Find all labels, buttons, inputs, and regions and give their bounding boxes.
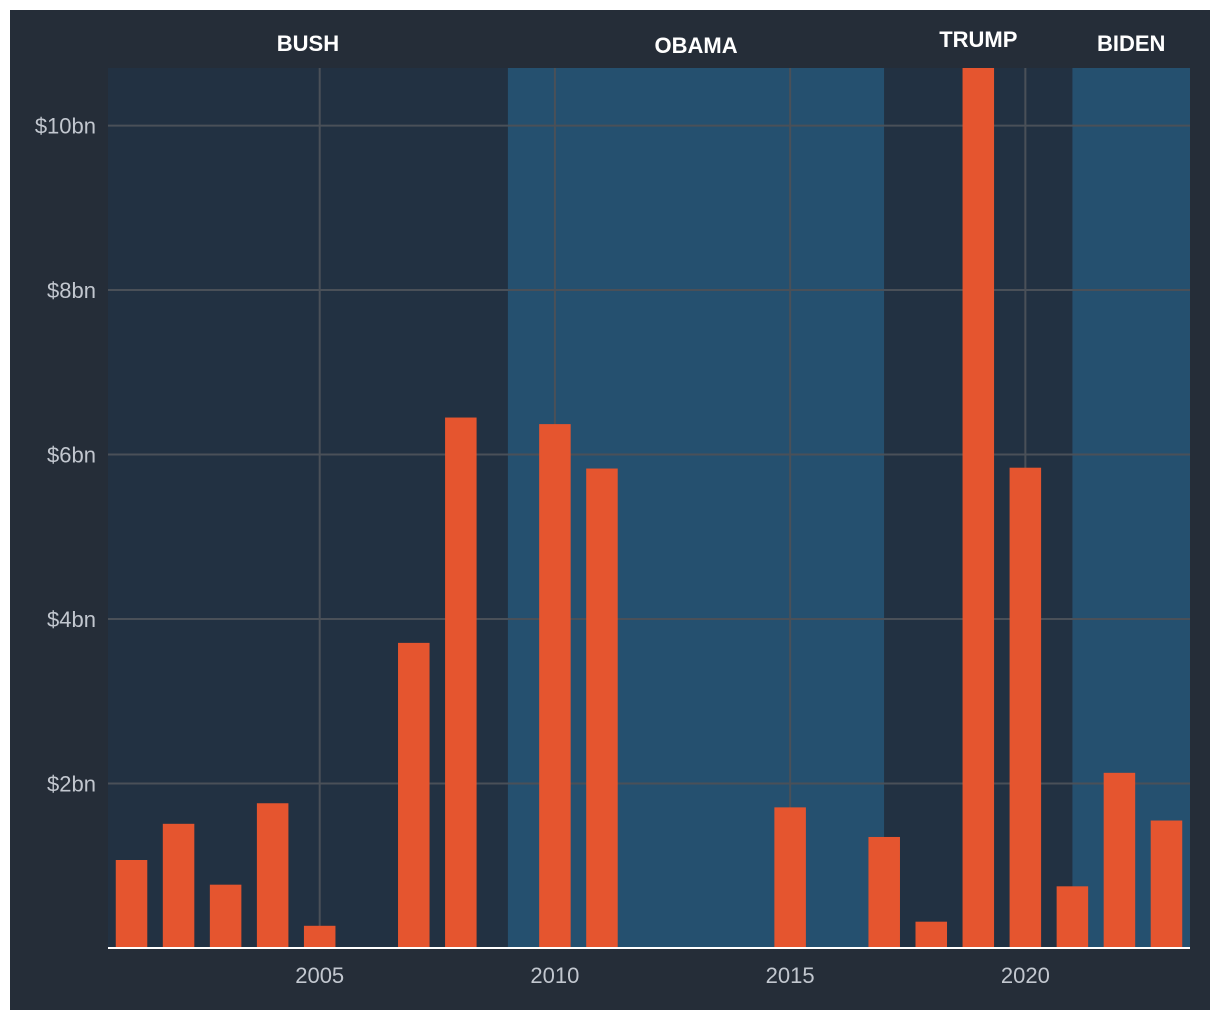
bar-chart: $2bn $4bn $6bn $8bn $10bn 2005 2010 2015 2020 BUS… — [35, 27, 1190, 988]
y-tick-label: $2bn — [47, 772, 96, 797]
bar-2018 — [915, 921, 948, 948]
bar-2019 — [962, 68, 995, 948]
bar-2004 — [256, 803, 289, 948]
y-tick-label: $10bn — [35, 114, 96, 139]
era-label-trump: TRUMP — [939, 27, 1017, 52]
bar-2020 — [1009, 467, 1042, 948]
era-label-obama: OBAMA — [654, 33, 737, 58]
x-tick-label: 2015 — [766, 963, 815, 988]
bar-2023 — [1150, 820, 1183, 948]
bar-2002 — [162, 823, 195, 948]
bar-2022 — [1103, 772, 1136, 948]
bar-2001 — [115, 860, 148, 948]
era-band-bush — [108, 68, 508, 948]
x-tick-label: 2010 — [530, 963, 579, 988]
bar-2007 — [398, 642, 430, 948]
x-tick-label: 2005 — [295, 963, 344, 988]
bar-2005 — [303, 925, 336, 948]
bar-2011 — [586, 468, 618, 948]
bar-2015 — [774, 807, 806, 948]
bar-2021 — [1056, 886, 1089, 948]
x-tick-label: 2020 — [1001, 963, 1050, 988]
bar-2008 — [445, 417, 477, 948]
bar-2003 — [209, 884, 242, 948]
bar-2017 — [868, 836, 900, 948]
bar-2010 — [539, 424, 571, 948]
y-tick-label: $6bn — [47, 443, 96, 468]
era-label-biden: BIDEN — [1097, 31, 1165, 56]
era-label-bush: BUSH — [277, 31, 339, 56]
y-tick-label: $4bn — [47, 607, 96, 632]
y-tick-label: $8bn — [47, 278, 96, 303]
chart-frame: $2bn $4bn $6bn $8bn $10bn 2005 2010 2015 2020 BUS… — [10, 10, 1210, 1010]
